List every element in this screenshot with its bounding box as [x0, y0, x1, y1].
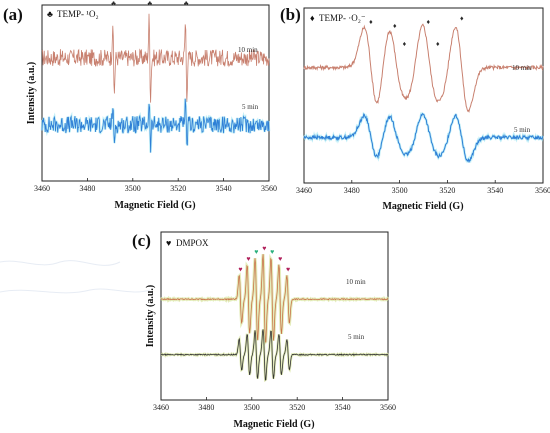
- panel-c-legend-symbol: ♥: [166, 238, 171, 248]
- panel-c-legend-label: DMPOX: [176, 238, 209, 248]
- series-line-5min: [41, 98, 270, 153]
- ghost-artifact: [0, 260, 151, 294]
- x-tick-label-3500: 3500: [125, 184, 141, 193]
- peak-marker: ♥: [270, 248, 274, 256]
- panel-a-label: (a): [3, 5, 23, 24]
- panel-b-series-label-5min: 5 min: [514, 126, 531, 134]
- peak-marker: ♦: [369, 18, 373, 26]
- series-line-10min: [303, 23, 544, 114]
- panel-c-label: (c): [132, 231, 151, 250]
- x-tick-label-3520: 3520: [289, 403, 305, 412]
- peak-marker: ♥: [286, 266, 290, 274]
- panel-c-ylabel: Intensity (a.u.): [145, 285, 156, 348]
- panel-a: (a) ♣ TEMP- ¹O₂ ♣ ♣ ♣ 10 min 5 min 3460 348…: [3, 0, 277, 211]
- panel-b-label: (b): [280, 5, 301, 24]
- panel-c-series-label-10min: 10 min: [346, 278, 366, 286]
- panel-a-ylabel: Intensity (a.u.): [26, 62, 37, 125]
- peak-marker: ♣: [111, 0, 116, 8]
- peak-marker: ♦: [393, 22, 397, 30]
- x-tick-label-3540: 3540: [487, 186, 503, 195]
- x-tick-label-3560: 3560: [380, 403, 396, 412]
- x-tick-label-3460: 3460: [34, 184, 50, 193]
- panel-c-peak-markers: ♥ ♥ ♥ ♥ ♥ ♥ ♥: [238, 244, 290, 273]
- panel-a-peak-markers: ♣ ♣ ♣: [111, 0, 189, 8]
- x-tick-label-3520: 3520: [170, 184, 186, 193]
- x-tick-label-3480: 3480: [79, 184, 95, 193]
- x-tick-label-3480: 3480: [344, 186, 360, 195]
- panel-b-series-label-10min: 10 min: [512, 64, 532, 72]
- x-tick-label-3560: 3560: [261, 184, 277, 193]
- peak-marker: ♥: [254, 248, 258, 256]
- peak-marker: ♥: [238, 266, 242, 274]
- panel-a-traces: [40, 13, 271, 153]
- peak-marker: ♥: [246, 255, 250, 263]
- panel-c-xlabel: Magnetic Field (G): [233, 419, 314, 430]
- peak-marker: ♦: [403, 40, 407, 48]
- panel-c-series-label-5min: 5 min: [348, 333, 365, 341]
- x-tick-label-3540: 3540: [216, 184, 232, 193]
- panel-a-frame: [41, 4, 270, 182]
- panel-b-legend-label: TEMP- ·O₂⁻: [319, 13, 366, 23]
- panel-b-x-axis: 3460 3480 3500 3520 3540 3560: [296, 180, 550, 195]
- panel-a-x-axis: 3460 3480 3500 3520 3540 3560: [34, 178, 277, 193]
- peak-marker: ♣: [184, 0, 189, 8]
- panel-c: (c) ♥ DMPOX ♥ ♥ ♥ ♥ ♥ ♥ ♥ 10 min 5 min 3460 348…: [132, 231, 396, 430]
- series-line-10min: [160, 254, 389, 344]
- peak-marker: ♥: [262, 244, 266, 252]
- peak-marker: ♣: [148, 0, 153, 8]
- x-tick-label-3500: 3500: [244, 403, 260, 412]
- peak-marker: ♥: [278, 255, 282, 263]
- x-tick-label-3520: 3520: [439, 186, 455, 195]
- panel-a-series-label-5min: 5 min: [242, 103, 259, 111]
- x-tick-label-3480: 3480: [198, 403, 214, 412]
- panel-b-legend-symbol: ♦: [310, 13, 315, 23]
- x-tick-label-3560: 3560: [535, 186, 550, 195]
- panel-c-x-axis: 3460 3480 3500 3520 3540 3560: [153, 397, 396, 412]
- panel-b: (b) ♦ TEMP- ·O₂⁻ ♦ ♦ ♦ ♦ ♦ ♦ 10 min 5 min 346…: [280, 5, 550, 212]
- x-tick-label-3540: 3540: [335, 403, 351, 412]
- x-tick-label-3460: 3460: [296, 186, 312, 195]
- panel-b-xlabel: Magnetic Field (G): [382, 201, 463, 212]
- panel-b-traces: [302, 23, 544, 164]
- panel-b-frame: [303, 7, 544, 184]
- x-tick-label-3460: 3460: [153, 403, 169, 412]
- series-line-10min: [41, 13, 270, 103]
- series-line-5min: [303, 112, 544, 163]
- panel-b-peak-markers: ♦ ♦ ♦ ♦ ♦ ♦: [369, 14, 464, 48]
- panel-c-frame: [160, 231, 389, 401]
- panel-a-series-label-10min: 10 min: [238, 46, 258, 54]
- series-line-5min: [161, 329, 389, 381]
- peak-marker: ♦: [460, 14, 464, 22]
- peak-marker: ♦: [436, 40, 440, 48]
- x-tick-label-3500: 3500: [392, 186, 408, 195]
- peak-marker: ♦: [426, 18, 430, 26]
- panel-a-xlabel: Magnetic Field (G): [114, 200, 195, 211]
- panel-a-legend-symbol: ♣: [47, 9, 53, 19]
- panel-a-legend-label: TEMP- ¹O₂: [57, 9, 99, 19]
- panel-c-traces: [159, 253, 390, 383]
